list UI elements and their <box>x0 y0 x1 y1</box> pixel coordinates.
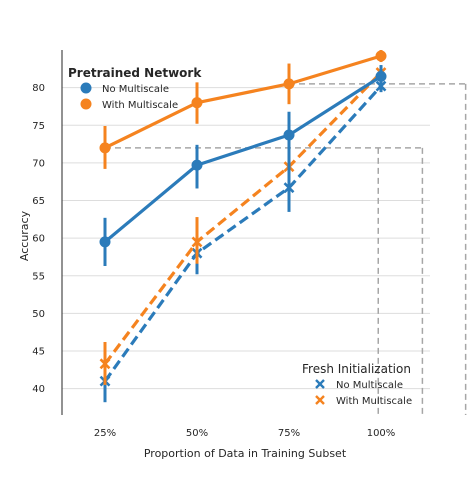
y-axis-label: Accuracy <box>18 210 31 261</box>
data-point <box>375 80 387 92</box>
data-point <box>191 97 203 109</box>
x-tick-label: 100% <box>367 428 396 439</box>
y-tick-label: 55 <box>32 271 45 282</box>
data-point <box>191 236 203 248</box>
y-tick-label: 80 <box>32 83 45 94</box>
data-point <box>283 129 295 141</box>
legend-label: No Multiscale <box>102 84 169 95</box>
reference-lines <box>105 83 467 415</box>
y-tick-label: 45 <box>32 347 45 358</box>
series-group <box>99 50 387 403</box>
legend-marker <box>315 379 325 389</box>
data-point <box>375 70 387 82</box>
y-tick-label: 60 <box>32 234 45 245</box>
y-tick-label: 70 <box>32 158 45 169</box>
y-tick-label: 40 <box>32 384 45 395</box>
legend-title: Pretrained Network <box>68 66 202 80</box>
y-tick-label: 65 <box>32 196 45 207</box>
series-line-pretrained-no-multiscale <box>103 74 383 244</box>
legend-marker <box>80 82 92 94</box>
series-line-fresh-no-multiscale <box>103 85 383 383</box>
y-tick-label: 75 <box>32 121 45 132</box>
legends: Pretrained Network No Multiscale With Mult… <box>68 66 412 407</box>
axes: 40 45 50 55 60 65 70 75 80 25% 50% 75% 100% <box>32 50 395 439</box>
x-axis-label: Proportion of Data in Training Subset <box>144 447 347 460</box>
y-tick-label: 50 <box>32 309 45 320</box>
data-point <box>99 142 111 154</box>
x-tick-label: 50% <box>186 428 208 439</box>
data-point <box>99 358 111 370</box>
series-line-fresh-with-multiscale <box>103 71 383 365</box>
series-line-pretrained-with-multiscale <box>103 54 383 150</box>
legend-title: Fresh Initialization <box>302 362 411 376</box>
data-point <box>375 50 387 62</box>
legend-label: No Multiscale <box>336 380 403 391</box>
data-point <box>191 159 203 171</box>
data-point <box>99 236 111 248</box>
x-tick-label: 25% <box>94 428 116 439</box>
x-tick-label: 75% <box>278 428 300 439</box>
legend-label: With Multiscale <box>102 100 178 111</box>
legend-label: With Multiscale <box>336 396 412 407</box>
grid <box>62 87 430 390</box>
data-point <box>283 78 295 90</box>
legend-marker <box>315 395 325 405</box>
legend-marker <box>80 98 92 110</box>
